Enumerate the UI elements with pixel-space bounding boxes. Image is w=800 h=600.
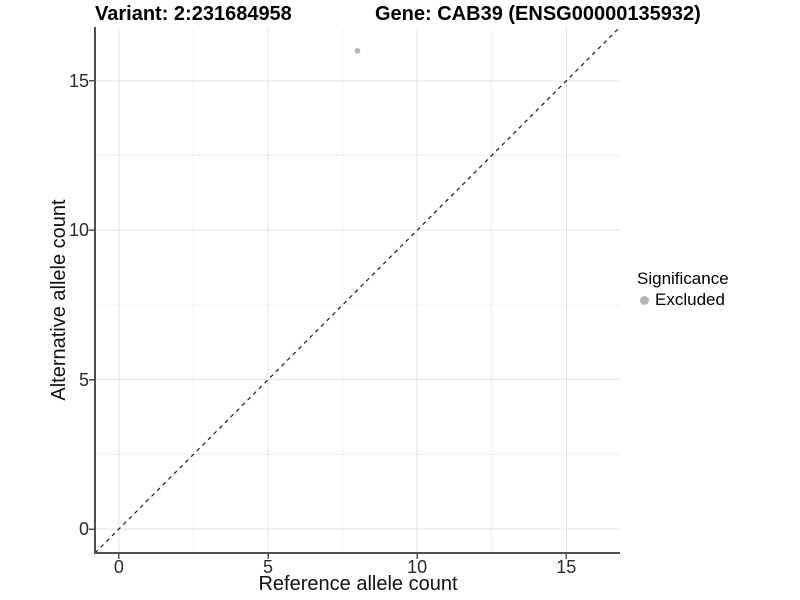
legend-point-icon xyxy=(640,295,649,305)
legend-item-excluded: Excluded xyxy=(637,290,729,310)
x-tick-label: 15 xyxy=(556,557,577,577)
plot-title-variant: Variant: 2:231684958 xyxy=(95,3,292,25)
legend-item-label: Excluded xyxy=(655,290,725,309)
y-tick-label: 15 xyxy=(68,70,89,91)
x-tick-label: 0 xyxy=(113,557,124,577)
identity-dashed-line xyxy=(94,26,621,554)
y-tick-label: 10 xyxy=(68,220,89,241)
legend-title: Significance xyxy=(637,269,729,288)
plot-title-gene: Gene: CAB39 (ENSG00000135932) xyxy=(375,3,701,25)
x-tick-label: 5 xyxy=(262,557,273,577)
data-point xyxy=(354,48,361,54)
x-tick-label: 10 xyxy=(407,557,428,577)
y-tick-label: 5 xyxy=(78,369,89,390)
y-axis-title: Alternative allele count xyxy=(48,199,70,401)
y-tick-label: 0 xyxy=(78,519,89,540)
x-axis-title: Reference allele count xyxy=(258,573,458,595)
legend: Significance Excluded xyxy=(637,269,729,310)
